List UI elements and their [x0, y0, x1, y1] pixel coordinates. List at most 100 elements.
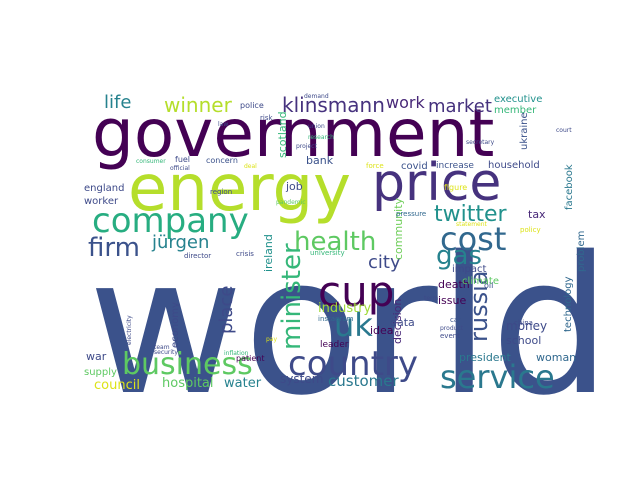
word-price: price [372, 153, 501, 213]
word-impact: impact [452, 264, 486, 275]
word-business: business [122, 347, 253, 382]
word-life: life [104, 92, 131, 113]
word-hospital: hospital [162, 376, 214, 391]
word-force: force [366, 162, 384, 170]
word-concern: concern [206, 156, 238, 165]
word-gas: gas [436, 241, 482, 271]
word-figure: figure [444, 183, 467, 192]
word-member: member [494, 105, 537, 116]
word-ireland: ireland [262, 234, 275, 272]
word-money: money [506, 319, 547, 333]
word-crisis: crisis [236, 250, 254, 258]
word-cost: cost [440, 220, 506, 258]
word-term: term [424, 295, 438, 302]
word-ukraine: ukraine [519, 112, 530, 150]
word-research: research [308, 134, 334, 141]
word-worker: worker [84, 196, 119, 207]
word-winner: winner [164, 93, 233, 117]
word-security: security [154, 349, 178, 356]
word-uk: uk [334, 306, 373, 344]
word-klinsmann: klinsmann [282, 93, 385, 117]
word-climate: climate [462, 276, 499, 287]
word-country: country [288, 344, 418, 384]
word-pressure: pressure [396, 210, 426, 218]
word-job: job [285, 180, 303, 193]
word-cup: cup [318, 267, 394, 316]
word-president: president [459, 351, 512, 364]
word-place: place [216, 286, 237, 334]
word-j-rgen: jürgen [151, 232, 209, 253]
word-city: city [368, 252, 401, 273]
word-car: car [450, 316, 461, 324]
word-risk: risk [260, 114, 273, 122]
word-service: service [440, 358, 555, 396]
word-region: region [210, 188, 232, 196]
word-minister: minister [277, 243, 307, 350]
word-england: england [84, 183, 124, 194]
word-woman: woman [536, 351, 576, 364]
word-council: council [94, 378, 140, 393]
word-decision: decision [391, 299, 404, 344]
word-facebook: facebook [564, 164, 575, 210]
word-system: system [280, 372, 323, 386]
word-economy: economy [170, 302, 181, 348]
word-covid: covid [401, 161, 428, 172]
word-industry: industry [318, 301, 372, 316]
word-issue: issue [438, 294, 466, 307]
word-water: water [224, 376, 262, 391]
word-increase: increase [436, 161, 474, 171]
word-customer: customer [328, 372, 399, 390]
word-company: company [92, 201, 249, 241]
word-household: household [488, 160, 540, 171]
word-tax: tax [528, 208, 546, 221]
word-policy: policy [520, 226, 541, 234]
word-instagram: instagram [318, 315, 354, 323]
word-court: court [556, 127, 572, 134]
word-energy: energy [128, 152, 351, 226]
word-product: product [440, 325, 464, 332]
word-deal: deal [244, 163, 257, 170]
word-fuel: fuel [175, 155, 190, 164]
word-idea: idea [370, 324, 394, 337]
word-market: market [428, 96, 492, 117]
word-death: death [438, 278, 470, 291]
word-technology: technology [563, 276, 574, 332]
word-firm: firm [88, 233, 140, 263]
word-health: health [294, 227, 376, 257]
word-school: school [506, 334, 541, 347]
word-consumer: consumer [136, 158, 166, 165]
word-war: war [86, 350, 107, 363]
word-oil: oil [484, 281, 493, 290]
word-data: data [390, 316, 415, 329]
word-secretary: secretary [466, 139, 495, 146]
word-patient: patient [236, 354, 264, 363]
word-police: police [240, 101, 264, 110]
word-government: government [92, 95, 494, 172]
word-pay: pay [266, 336, 277, 343]
word-community: community [392, 197, 405, 260]
word-russia: russia [465, 271, 493, 342]
word-china: china [514, 319, 533, 327]
word-supply: supply [84, 367, 117, 378]
word-inflation: inflation [224, 350, 249, 357]
word-project: project [296, 143, 317, 150]
word-twitter: twitter [434, 202, 508, 227]
word-problem: problem [576, 231, 587, 272]
word-executive: executive [494, 94, 542, 105]
word-world: world [88, 216, 611, 437]
word-director: director [184, 252, 211, 260]
word-bank: bank [306, 154, 334, 167]
word-event: event [440, 332, 460, 340]
word-work: work [386, 93, 425, 112]
word-law: law [218, 121, 228, 128]
word-team: team [154, 344, 170, 351]
word-university: university [310, 249, 345, 257]
word-leader: leader [320, 340, 349, 350]
word-union: union [308, 123, 325, 130]
word-demand: demand [304, 93, 329, 100]
word-statement: statement [456, 221, 488, 228]
word-official: official [170, 165, 190, 172]
word-electricity: electricity [126, 315, 133, 345]
